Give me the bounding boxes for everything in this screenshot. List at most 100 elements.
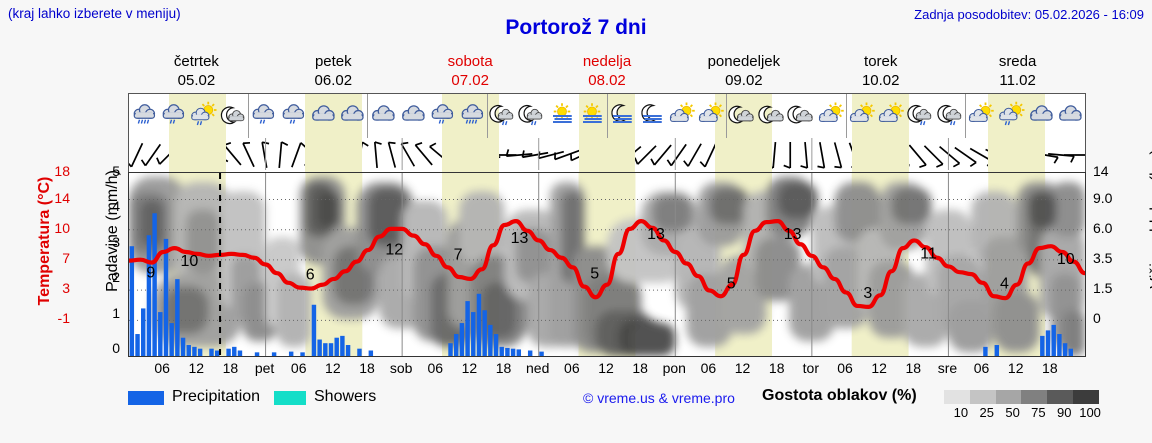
cloud-blob-64 [993, 291, 1040, 353]
time-tick-06-20: 06 [837, 360, 853, 376]
day-date: 08.02 [588, 72, 626, 89]
time-tick-18-6: 18 [359, 360, 375, 376]
cloud-density-swatch-50 [995, 390, 1022, 404]
weather-icon-strip [128, 93, 1086, 138]
precipitation-bar-7 [163, 238, 169, 356]
precipitation-legend-swatch [128, 391, 164, 405]
time-axis: 06 12 18 pet 06 12 18 sob 06 12 18 ned 06 12 18 pon 06 12… [128, 358, 1086, 380]
cloud-blob-27 [481, 282, 516, 338]
weather-icon-moon-cloud-rain-13 [486, 94, 518, 138]
precipitation-bar-21 [288, 351, 294, 356]
day-name: nedelja [582, 53, 632, 70]
precipitation-bar-9 [175, 279, 180, 356]
temperature-tick-14: 14 [54, 189, 70, 206]
day-header-1: četrtek 05.02 [128, 52, 265, 92]
cloud-density-swatch-10 [944, 390, 970, 404]
wind-barb-strip [128, 138, 1086, 172]
cloud-height-tick-14: 14 [1093, 163, 1109, 179]
weather-icon-moon-cloud-rain-27 [906, 94, 936, 138]
time-tick-12-21: 12 [871, 360, 887, 376]
temperature-label-7: 5 [590, 266, 599, 283]
daylight-band-1 [168, 138, 226, 172]
temperature-label-5: 7 [454, 246, 463, 263]
day-header-row: četrtek 05.02 petek 06.02 sobota 07.02 nedelja… [128, 52, 1086, 92]
precipitation-bar-28 [340, 335, 345, 356]
cloud-height-tick-9.0: 9.0 [1093, 189, 1113, 206]
precipitation-bar-35 [465, 301, 470, 356]
time-tick-06-16: 06 [700, 360, 717, 376]
weather-icon-sun-cloud-26 [876, 94, 906, 138]
cloud-density-tick-75: 75 [1031, 405, 1046, 420]
temperature-tick-10: 10 [54, 219, 70, 236]
time-tick-18-2: 18 [222, 360, 239, 376]
cloud-density-tick-10: 10 [953, 405, 969, 420]
temperature-label-2: 10 [181, 253, 199, 270]
weather-icon-cloud-rain-heavy-12 [457, 94, 487, 138]
precipitation-legend-label: Precipitation [172, 388, 261, 405]
precipitation-bar-42 [505, 347, 510, 356]
cloud-density-color-ramp [944, 390, 1099, 404]
weather-icon-sun-cloud-19 [667, 94, 697, 138]
weather-icon-moon-cloud-23 [786, 94, 816, 138]
precipitation-bar-27 [334, 337, 339, 356]
precipitation-bar-23 [311, 304, 317, 356]
precipitation-bar-34 [459, 323, 465, 356]
cloud-blob-19 [368, 187, 408, 247]
cloud-density-tick-90: 90 [1057, 405, 1072, 420]
precipitation-tick-3: 3 [112, 233, 120, 250]
temperature-tick--1: -1 [57, 310, 70, 327]
weather-icon-moon-cloud-21 [726, 94, 757, 138]
temperature-label-9: 5 [727, 275, 736, 292]
weather-icon-sun-cloud-24 [816, 94, 846, 138]
weather-icon-moon-cloud-rain-28 [936, 94, 966, 138]
weather-icon-cloud-rain-11 [428, 94, 458, 138]
page-title: Portorož 7 dni [505, 16, 647, 39]
daylight-band-3 [441, 138, 499, 172]
precipitation-bar-44 [516, 349, 522, 356]
cloud-height-tick-0: 0 [1093, 310, 1101, 327]
time-tick-pet-3: pet [254, 360, 275, 376]
weather-icon-cells [129, 94, 1085, 138]
time-tick-ned-11: ned [526, 360, 550, 376]
day-date: 11.02 [999, 72, 1036, 89]
weather-icon-moon-4 [218, 94, 248, 138]
time-tick-12-5: 12 [325, 360, 341, 376]
precipitation-bar-12 [192, 346, 197, 356]
precipitation-bar-36 [471, 312, 476, 356]
time-tick-18-18: 18 [768, 360, 785, 376]
temperature-label-8: 13 [647, 226, 665, 243]
cloud-blob-53 [834, 182, 881, 243]
time-tick-18-14: 18 [632, 360, 648, 376]
temperature-label-3: 6 [306, 267, 315, 284]
temperature-label-13: 4 [1000, 275, 1009, 292]
precipitation-bar-53 [1062, 343, 1068, 356]
location-menu-note: (kraj lahko izberete v meniju) [8, 6, 181, 21]
precipitation-bar-52 [1057, 334, 1062, 356]
cloud-blob-57 [891, 187, 932, 225]
weather-icon-sun-fog-16 [577, 94, 607, 138]
temperature-label-14: 10 [1057, 251, 1075, 268]
temperature-tick-18: 18 [54, 163, 70, 179]
precipitation-tick-4: 4 [112, 198, 120, 215]
day-name: torek [864, 53, 898, 70]
temperature-label-12: 11 [920, 245, 937, 262]
precipitation-bar-29 [345, 345, 351, 356]
time-tick-06-24: 06 [973, 360, 990, 376]
cloud-density-swatch-100 [1073, 390, 1099, 404]
precipitation-bar-5 [152, 213, 157, 356]
precipitation-bar-22 [300, 352, 305, 356]
time-tick-sob-7: sob [389, 360, 413, 376]
weather-icon-sun-cloud-rain-30 [996, 94, 1026, 138]
precipitation-bar-38 [482, 310, 487, 356]
precipitation-bar-3 [141, 308, 146, 356]
temperature-tick-7: 7 [62, 249, 70, 266]
weather-icon-moon-cloud-22 [757, 94, 787, 138]
copyright-link[interactable]: © vreme.us & vreme.pro [583, 390, 735, 406]
precipitation-bar-30 [357, 348, 362, 356]
precipitation-bar-26 [328, 343, 334, 356]
cloud-blob-3 [140, 200, 164, 247]
precipitation-bar-51 [1051, 324, 1056, 356]
weather-icon-cloud-rain-5 [247, 94, 279, 138]
weather-icon-cloud-8 [338, 94, 368, 138]
day-date: 06.02 [314, 72, 353, 89]
